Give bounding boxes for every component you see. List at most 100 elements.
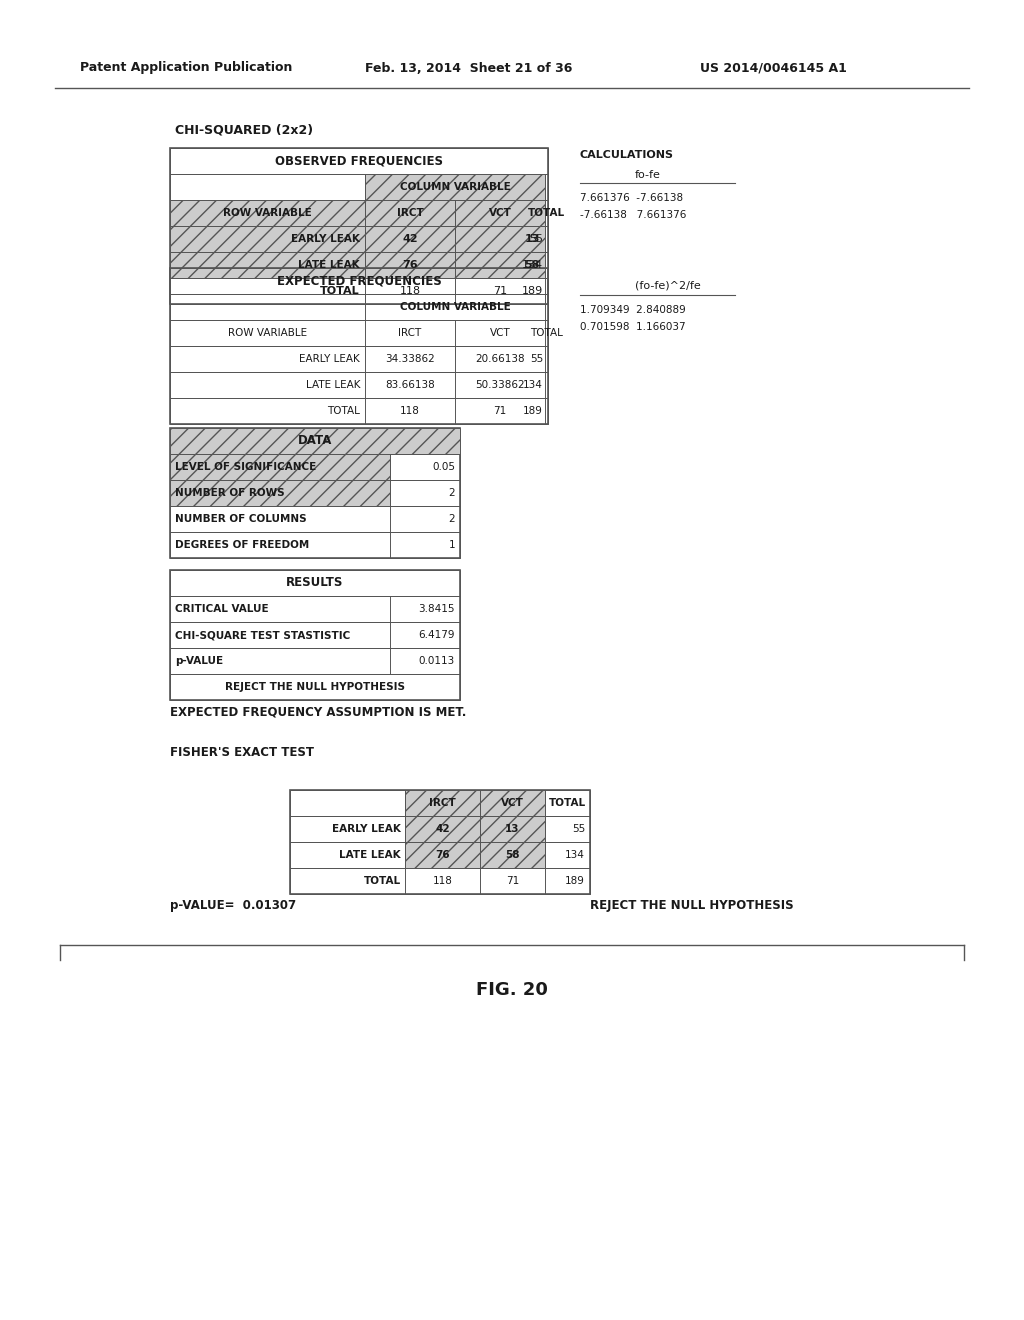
Text: ROW VARIABLE: ROW VARIABLE <box>228 327 307 338</box>
Bar <box>406 816 480 842</box>
Text: (fo-fe)^2/fe: (fo-fe)^2/fe <box>635 280 700 290</box>
Text: TOTAL: TOTAL <box>528 209 565 218</box>
Text: 42: 42 <box>435 824 450 834</box>
Bar <box>365 201 455 226</box>
Text: 189: 189 <box>523 407 543 416</box>
Text: 118: 118 <box>399 286 421 296</box>
Text: 20.66138: 20.66138 <box>475 354 525 364</box>
Text: 83.66138: 83.66138 <box>385 380 435 389</box>
Text: 71: 71 <box>494 407 507 416</box>
Text: VCT: VCT <box>488 209 511 218</box>
Text: 134: 134 <box>565 850 585 861</box>
Text: TOTAL: TOTAL <box>549 799 586 808</box>
Bar <box>290 816 590 842</box>
Text: RESULTS: RESULTS <box>287 577 344 590</box>
Text: 42: 42 <box>402 234 418 244</box>
Text: 118: 118 <box>432 876 453 886</box>
Text: p-VALUE: p-VALUE <box>175 656 223 667</box>
Text: fo-fe: fo-fe <box>635 170 660 180</box>
Text: EARLY LEAK: EARLY LEAK <box>332 824 401 834</box>
Bar <box>170 597 460 622</box>
Text: 50.33862: 50.33862 <box>475 380 525 389</box>
Bar <box>170 675 460 700</box>
Text: 0.701598  1.166037: 0.701598 1.166037 <box>580 322 686 333</box>
Bar <box>170 570 460 700</box>
Text: 134: 134 <box>522 260 543 271</box>
Text: TOTAL: TOTAL <box>530 327 563 338</box>
Bar <box>170 201 548 226</box>
Text: REJECT THE NULL HYPOTHESIS: REJECT THE NULL HYPOTHESIS <box>225 682 406 692</box>
Text: 58: 58 <box>524 260 540 271</box>
Text: 13: 13 <box>505 824 520 834</box>
Text: 76: 76 <box>402 260 418 271</box>
Bar <box>455 252 545 279</box>
Bar <box>170 294 548 319</box>
Text: FIG. 20: FIG. 20 <box>476 981 548 999</box>
Text: EXPECTED FREQUENCY ASSUMPTION IS MET.: EXPECTED FREQUENCY ASSUMPTION IS MET. <box>170 705 466 718</box>
Text: 118: 118 <box>400 407 420 416</box>
Bar <box>170 570 460 597</box>
Bar <box>406 789 480 816</box>
Bar <box>480 789 545 816</box>
Bar <box>170 622 460 648</box>
Text: VCT: VCT <box>489 327 510 338</box>
Text: -7.66138   7.661376: -7.66138 7.661376 <box>580 210 686 220</box>
Text: TOTAL: TOTAL <box>364 876 401 886</box>
Text: FISHER'S EXACT TEST: FISHER'S EXACT TEST <box>170 747 314 759</box>
Text: 13: 13 <box>524 234 540 244</box>
Text: REJECT THE NULL HYPOTHESIS: REJECT THE NULL HYPOTHESIS <box>590 899 794 912</box>
Bar <box>170 252 548 279</box>
Bar <box>480 816 545 842</box>
Text: CHI-SQUARE TEST STASTISTIC: CHI-SQUARE TEST STASTISTIC <box>175 630 350 640</box>
Text: EARLY LEAK: EARLY LEAK <box>291 234 360 244</box>
Bar <box>170 174 548 201</box>
Text: 34.33862: 34.33862 <box>385 354 435 364</box>
Text: 0.0113: 0.0113 <box>419 656 455 667</box>
Text: TOTAL: TOTAL <box>327 407 360 416</box>
Bar <box>170 480 460 506</box>
Text: 134: 134 <box>523 380 543 389</box>
Bar <box>170 480 390 506</box>
Bar <box>170 268 548 424</box>
Bar <box>170 252 365 279</box>
Bar <box>170 201 365 226</box>
Text: 1.709349  2.840889: 1.709349 2.840889 <box>580 305 686 315</box>
Text: CALCULATIONS: CALCULATIONS <box>580 150 674 160</box>
Text: VCT: VCT <box>501 799 524 808</box>
Text: OBSERVED FREQUENCIES: OBSERVED FREQUENCIES <box>275 154 443 168</box>
Text: 71: 71 <box>493 286 507 296</box>
Text: 76: 76 <box>435 850 450 861</box>
Text: 2: 2 <box>449 488 455 498</box>
Bar <box>170 346 548 372</box>
Text: Patent Application Publication: Patent Application Publication <box>80 62 293 74</box>
Text: 3.8415: 3.8415 <box>419 605 455 614</box>
Text: 58: 58 <box>505 850 520 861</box>
Text: IRCT: IRCT <box>396 209 423 218</box>
Bar <box>170 226 365 252</box>
Text: 55: 55 <box>529 234 543 244</box>
Bar <box>170 454 460 480</box>
Bar <box>170 372 548 399</box>
Text: p-VALUE=  0.01307: p-VALUE= 0.01307 <box>170 899 296 912</box>
Text: 55: 55 <box>529 354 543 364</box>
Text: LATE LEAK: LATE LEAK <box>339 850 401 861</box>
Bar <box>365 174 545 201</box>
Bar <box>170 226 548 252</box>
Text: IRCT: IRCT <box>429 799 456 808</box>
Text: COLUMN VARIABLE: COLUMN VARIABLE <box>399 302 510 312</box>
Text: 0.05: 0.05 <box>432 462 455 473</box>
Text: CRITICAL VALUE: CRITICAL VALUE <box>175 605 268 614</box>
Text: LATE LEAK: LATE LEAK <box>298 260 360 271</box>
Text: TOTAL: TOTAL <box>321 286 360 296</box>
Bar <box>480 842 545 869</box>
Bar <box>170 506 460 532</box>
Text: COLUMN VARIABLE: COLUMN VARIABLE <box>399 182 510 191</box>
Text: US 2014/0046145 A1: US 2014/0046145 A1 <box>700 62 847 74</box>
Bar <box>170 648 460 675</box>
Text: NUMBER OF ROWS: NUMBER OF ROWS <box>175 488 285 498</box>
Text: IRCT: IRCT <box>398 327 422 338</box>
Bar <box>290 842 590 869</box>
Bar <box>170 428 460 454</box>
Text: LEVEL OF SIGNIFICANCE: LEVEL OF SIGNIFICANCE <box>175 462 316 473</box>
Text: 71: 71 <box>506 876 519 886</box>
